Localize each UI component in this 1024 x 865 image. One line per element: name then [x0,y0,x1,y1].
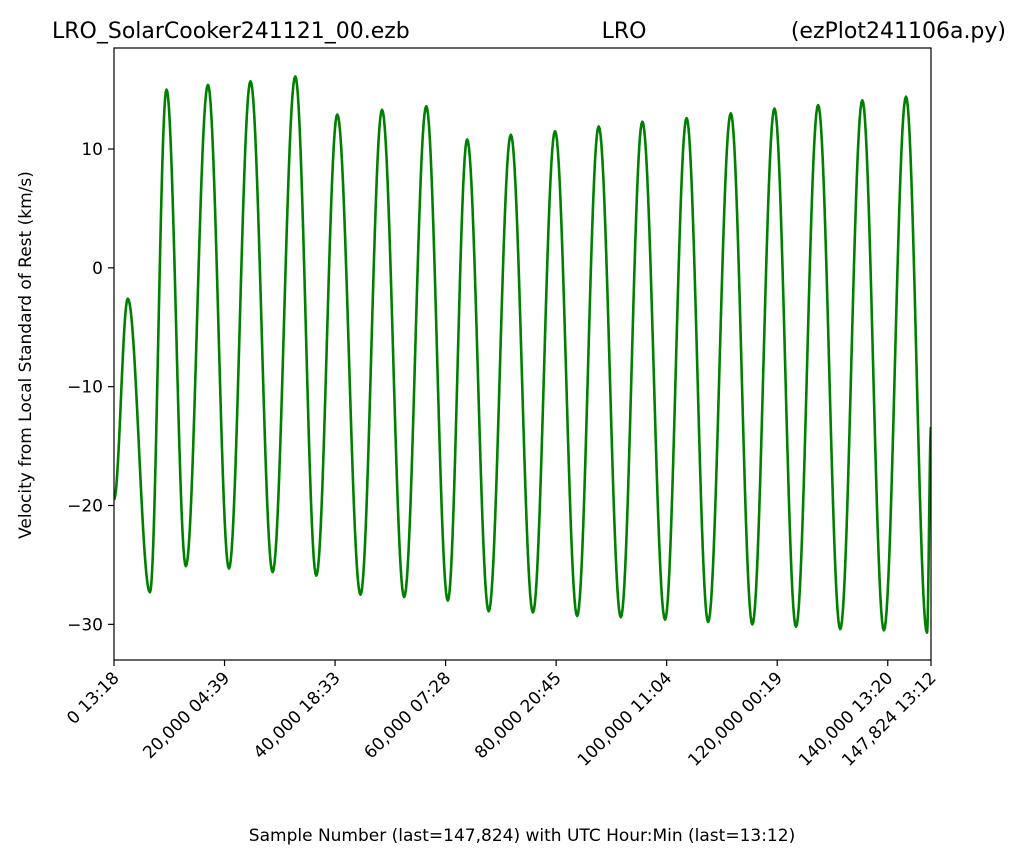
y-tick-label: −30 [67,615,103,635]
y-axis-ticks: 10 0 −10 −20 −30 [67,140,114,635]
x-tick-label: 100,000 11:04 [574,668,676,770]
x-tick-label: 0 13:18 [63,668,123,728]
y-tick-label: −10 [67,378,103,398]
y-tick-label: 10 [81,140,103,160]
x-axis-label: Sample Number (last=147,824) with UTC Ho… [249,826,795,846]
x-tick-label: 20,000 04:39 [139,668,234,763]
plot-area [113,47,932,661]
x-tick-label: 80,000 20:45 [471,668,566,763]
x-axis-ticks: 0 13:18 20,000 04:39 40,000 18:33 60,000 07… [63,660,941,771]
x-tick-label: 60,000 07:28 [360,668,455,763]
chart-title-left: LRO_SolarCooker241121_00.ezb [52,19,410,44]
chart-title-right: (ezPlot241106a.py) [791,19,1006,44]
x-tick-label: 120,000 00:19 [684,668,786,770]
plot-frame [113,47,932,661]
chart-title-center: LRO [602,19,647,44]
y-tick-label: 0 [92,259,103,279]
y-axis-label: Velocity from Local Standard of Rest (km… [16,171,36,539]
y-tick-label: −20 [67,497,103,517]
x-tick-label: 40,000 18:33 [250,668,345,763]
series-line [114,75,931,634]
